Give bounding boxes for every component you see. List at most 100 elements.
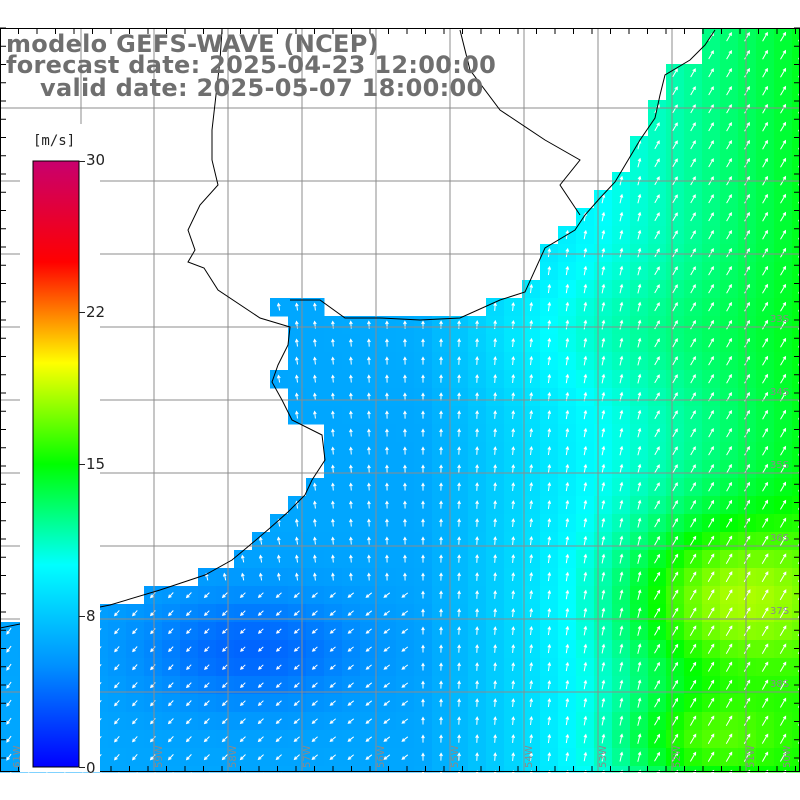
wind-arrow	[294, 338, 299, 347]
wind-arrow	[421, 338, 425, 347]
wind-arrow	[744, 247, 750, 258]
uruguay-border-path	[459, 29, 581, 216]
wind-arrow	[583, 355, 588, 366]
wind-arrow	[457, 482, 461, 491]
wind-arrow	[132, 610, 138, 617]
wind-arrow	[654, 266, 660, 276]
wind-arrow	[743, 553, 751, 565]
wind-arrow	[565, 517, 570, 528]
ocean-cell	[486, 766, 505, 773]
wind-arrow	[311, 664, 318, 670]
wind-arrow	[547, 373, 552, 384]
wind-arrow	[439, 680, 443, 689]
wind-arrow	[672, 158, 678, 168]
wind-arrow	[583, 553, 588, 564]
wind-arrow	[637, 193, 642, 204]
lon-label: 59W	[154, 745, 165, 768]
wind-arrow	[672, 697, 678, 708]
wind-arrow	[654, 482, 660, 492]
wind-arrow	[708, 499, 715, 510]
wind-arrow	[331, 482, 335, 491]
wind-arrow	[672, 230, 678, 240]
colorbar	[32, 160, 80, 768]
wind-arrow	[365, 700, 373, 706]
wind-arrow	[529, 373, 534, 384]
wind-arrow	[726, 31, 732, 42]
wind-arrow	[619, 499, 624, 510]
wind-arrow	[365, 592, 373, 598]
wind-arrow	[601, 427, 606, 438]
wind-arrow	[637, 535, 642, 546]
wind-arrow	[654, 661, 660, 672]
wind-arrow	[204, 664, 210, 671]
wind-arrow	[114, 628, 120, 635]
wind-arrow	[529, 283, 534, 294]
wind-arrow	[349, 464, 353, 473]
wind-arrow	[421, 626, 425, 635]
ocean-cell	[792, 190, 800, 209]
wind-arrow	[743, 607, 751, 619]
wind-arrow	[583, 499, 588, 510]
wind-arrow	[349, 356, 353, 365]
wind-arrow	[619, 715, 624, 726]
wind-arrow	[689, 733, 697, 744]
wind-arrow	[421, 644, 425, 653]
wind-arrow	[511, 644, 516, 653]
wind-arrow	[383, 718, 391, 724]
wind-arrow	[762, 103, 768, 114]
wind-arrow	[293, 754, 300, 761]
wind-arrow	[511, 770, 516, 779]
wind-arrow	[726, 283, 732, 294]
wind-arrow	[637, 697, 642, 708]
wind-arrow	[439, 446, 443, 455]
wind-arrow	[439, 734, 443, 743]
wind-arrow	[439, 536, 443, 545]
wind-arrow	[744, 319, 750, 330]
wind-arrow	[203, 610, 210, 617]
wind-arrow	[331, 374, 335, 383]
wind-arrow	[743, 733, 751, 744]
wind-arrow	[439, 356, 443, 365]
wind-arrow	[654, 500, 660, 510]
wind-arrow	[637, 319, 642, 330]
wind-arrow	[762, 49, 768, 60]
wind-arrow	[385, 338, 389, 347]
wind-arrow	[547, 625, 552, 636]
wind-arrow	[331, 410, 335, 419]
wind-arrow	[565, 553, 570, 564]
wind-arrow	[601, 229, 606, 240]
wind-arrow	[762, 463, 769, 474]
wind-arrow	[707, 643, 715, 654]
ocean-cell	[792, 586, 800, 605]
wind-arrow	[726, 410, 732, 420]
wind-arrow	[457, 392, 461, 401]
wind-arrow	[313, 338, 317, 347]
wind-arrow	[149, 718, 156, 725]
wind-arrow	[186, 646, 192, 653]
wind-arrow	[293, 700, 300, 707]
colorbar-tick-mark	[79, 767, 85, 768]
wind-arrow	[275, 736, 282, 743]
wind-arrow	[547, 679, 552, 690]
wind-arrow	[797, 775, 800, 780]
wind-arrow	[385, 392, 389, 401]
wind-arrow	[42, 771, 48, 779]
wind-arrow	[311, 646, 318, 652]
wind-arrow	[547, 265, 552, 276]
wind-arrow	[690, 428, 696, 438]
wind-arrow	[707, 535, 715, 546]
wind-arrow	[601, 193, 606, 204]
wind-arrow	[672, 464, 678, 474]
ocean-cell	[792, 226, 800, 245]
ocean-cell	[414, 766, 433, 773]
wind-arrow	[493, 590, 497, 599]
wind-arrow	[421, 572, 425, 581]
wind-arrow	[725, 571, 733, 583]
wind-arrow	[744, 157, 750, 168]
wind-arrow	[671, 733, 679, 744]
latitude-labels: 33S 34S 35S 36S 37S 38S	[770, 314, 789, 690]
wind-arrow	[619, 229, 624, 240]
ocean-cell	[666, 766, 685, 773]
wind-arrow	[743, 751, 751, 762]
wind-arrow	[385, 410, 389, 419]
